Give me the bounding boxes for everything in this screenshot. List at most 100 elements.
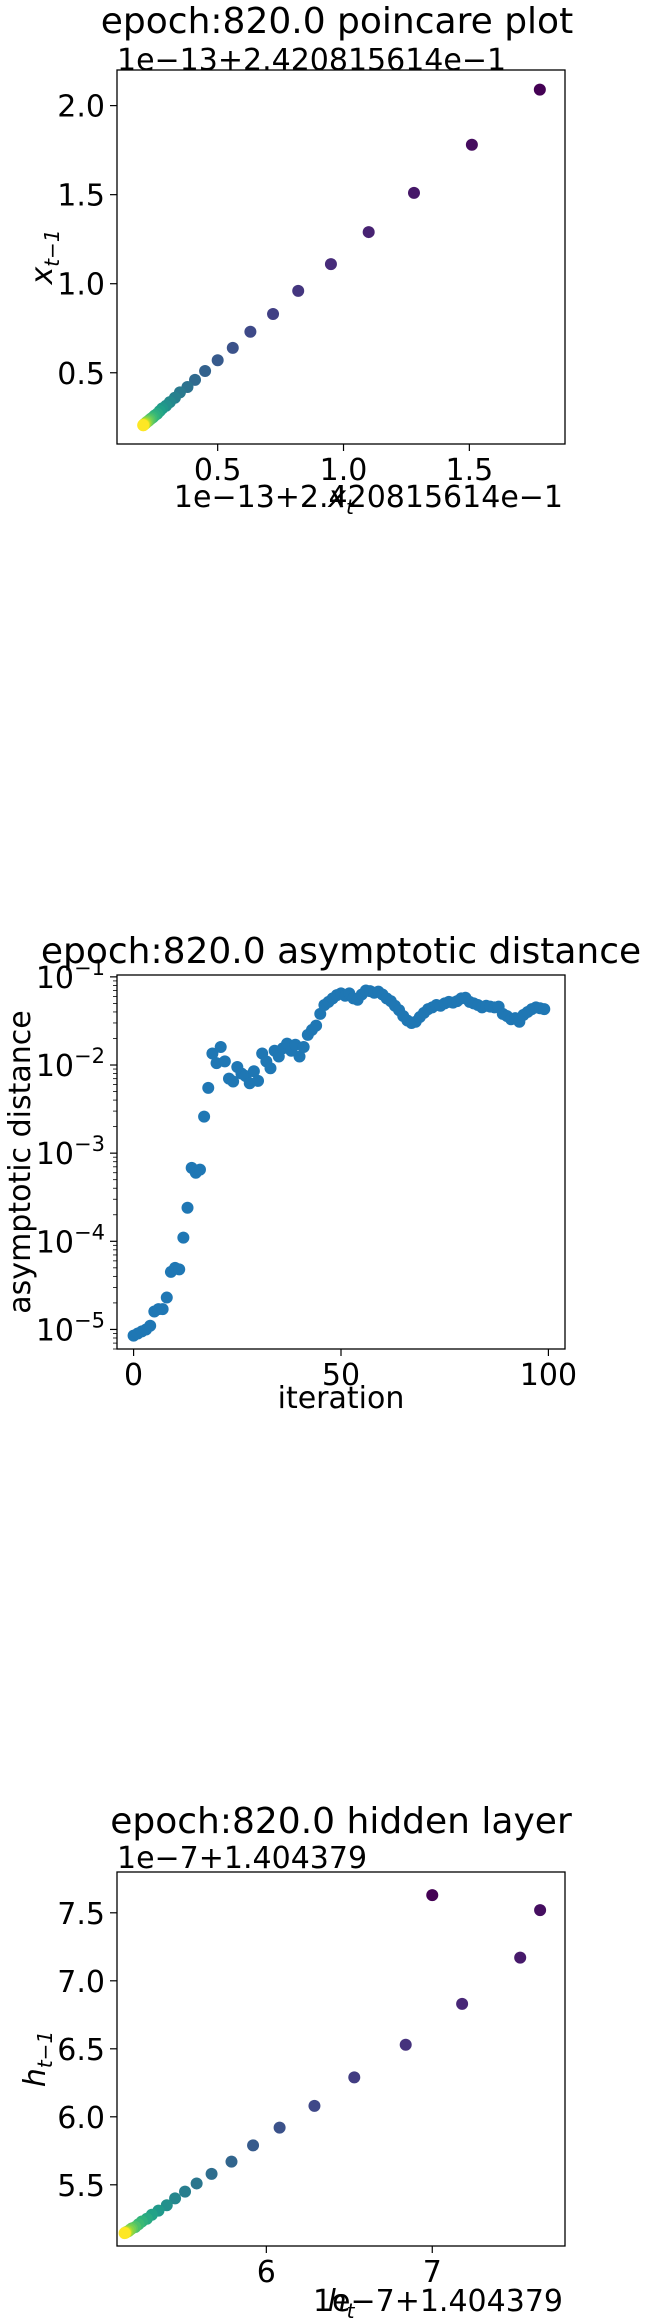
data-point bbox=[456, 1997, 469, 2010]
data-point bbox=[189, 373, 202, 386]
y-tick-label: 1.0 bbox=[57, 268, 105, 303]
chart-title: epoch:820.0 poincare plot bbox=[101, 1, 573, 42]
x-tick-label: 1.5 bbox=[446, 453, 494, 488]
x-tick-label: 0 bbox=[124, 1358, 143, 1393]
y-tick-label: 7.5 bbox=[57, 1897, 105, 1932]
data-point bbox=[202, 1081, 215, 1094]
x-axis-label: ht bbox=[328, 2284, 356, 2323]
data-point bbox=[169, 2192, 182, 2205]
y-tick-label: 10−5 bbox=[36, 1308, 105, 1348]
data-point bbox=[538, 1003, 551, 1016]
y-tick-label: 1.5 bbox=[57, 179, 105, 214]
data-point bbox=[177, 1231, 190, 1244]
x-offset-label: 1e−7+1.404379 bbox=[313, 2284, 563, 2319]
plot-area bbox=[137, 83, 546, 432]
y-tick-label: 6.0 bbox=[57, 2101, 105, 2136]
data-point bbox=[348, 2071, 361, 2084]
y-tick-label: 10−1 bbox=[36, 956, 105, 996]
chart-title: epoch:820.0 asymptotic distance bbox=[41, 931, 641, 972]
y-tick-label: 10−2 bbox=[36, 1044, 105, 1084]
data-point bbox=[267, 307, 280, 320]
y-tick-label: 6.5 bbox=[57, 2033, 105, 2068]
x-ticks: 0.5 1.0 1.5 bbox=[194, 444, 493, 488]
data-point bbox=[156, 1303, 169, 1316]
chart-asymptotic-distance: epoch:820.0 asymptotic distance 0 50 100 1… bbox=[3, 931, 641, 1416]
plot-area bbox=[127, 984, 551, 1342]
data-point bbox=[218, 1055, 231, 1068]
y-axis-label: ht−1 bbox=[18, 2031, 57, 2087]
y-tick-label: 5.5 bbox=[57, 2169, 105, 2204]
data-point bbox=[118, 2227, 131, 2240]
data-point bbox=[206, 1047, 219, 1060]
y-tick-label: 0.5 bbox=[57, 357, 105, 392]
data-point bbox=[273, 2121, 286, 2134]
y-ticks: 10−5 10−4 10−3 10−2 10−1 bbox=[36, 956, 117, 1350]
data-point bbox=[324, 258, 337, 271]
data-point bbox=[181, 1201, 194, 1214]
data-point bbox=[533, 83, 546, 96]
x-tick-label: 0.5 bbox=[194, 453, 242, 488]
data-point bbox=[137, 419, 150, 432]
data-point bbox=[297, 1041, 310, 1054]
plot-frame bbox=[116, 1871, 566, 2247]
plot-frame bbox=[116, 69, 566, 445]
data-point bbox=[193, 1163, 206, 1176]
data-point bbox=[514, 1951, 527, 1964]
y-ticks: 0.5 1.0 1.5 2.0 bbox=[57, 90, 117, 392]
data-point bbox=[362, 226, 375, 239]
data-point bbox=[226, 341, 239, 354]
y-offset-label: 1e−13+2.420815614e−1 bbox=[117, 43, 506, 78]
y-axis-label: asymptotic distance bbox=[3, 1010, 38, 1313]
x-tick-label: 100 bbox=[520, 1358, 577, 1393]
data-point bbox=[244, 325, 257, 338]
data-point bbox=[308, 2099, 321, 2112]
chart-title: epoch:820.0 hidden layer bbox=[110, 1801, 572, 1842]
data-point bbox=[399, 2038, 412, 2051]
data-point bbox=[199, 364, 212, 377]
data-point bbox=[465, 138, 478, 151]
x-tick-label: 50 bbox=[322, 1358, 360, 1393]
data-point bbox=[292, 284, 305, 297]
data-point bbox=[247, 1065, 260, 1078]
data-point bbox=[225, 2155, 238, 2168]
data-point bbox=[211, 354, 224, 367]
data-point bbox=[205, 2167, 218, 2180]
data-point bbox=[160, 1291, 173, 1304]
data-point bbox=[214, 1041, 227, 1054]
data-point bbox=[293, 1050, 306, 1063]
y-ticks: 5.5 6.0 6.5 7.0 7.5 bbox=[57, 1897, 117, 2204]
data-point bbox=[247, 2139, 260, 2152]
data-point bbox=[173, 1263, 186, 1276]
y-tick-label: 7.0 bbox=[57, 1965, 105, 2000]
data-point bbox=[534, 1904, 547, 1917]
data-point bbox=[190, 2177, 203, 2190]
y-tick-label: 10−4 bbox=[36, 1220, 105, 1260]
data-point bbox=[426, 1889, 439, 1902]
x-axis-label: iteration bbox=[278, 1381, 405, 1416]
x-offset-label: 1e−13+2.420815614e−1 bbox=[174, 480, 563, 515]
y-tick-label: 2.0 bbox=[57, 90, 105, 125]
plot-area bbox=[118, 1889, 547, 2240]
data-point bbox=[144, 1319, 157, 1332]
y-tick-label: 10−3 bbox=[36, 1132, 105, 1172]
plot-frame bbox=[116, 974, 566, 1350]
chart-poincare: epoch:820.0 poincare plot 1e−13+2.420815… bbox=[25, 1, 573, 519]
data-point bbox=[407, 186, 420, 199]
x-tick-label: 6 bbox=[257, 2255, 276, 2290]
y-axis-label: xt−1 bbox=[25, 229, 64, 285]
x-tick-label: 1.0 bbox=[320, 453, 368, 488]
x-tick-label: 7 bbox=[423, 2255, 442, 2290]
chart-hidden-layer: epoch:820.0 hidden layer 1e−7+1.404379 6… bbox=[18, 1801, 572, 2323]
x-axis-label: xt bbox=[327, 480, 355, 519]
x-ticks: 0 50 100 bbox=[124, 1349, 577, 1393]
data-point bbox=[179, 2185, 192, 2198]
data-point bbox=[264, 1062, 277, 1075]
data-point bbox=[227, 1075, 240, 1088]
data-point bbox=[314, 1007, 327, 1020]
y-offset-label: 1e−7+1.404379 bbox=[117, 1841, 367, 1876]
data-point bbox=[310, 1019, 323, 1032]
data-point bbox=[252, 1074, 265, 1087]
